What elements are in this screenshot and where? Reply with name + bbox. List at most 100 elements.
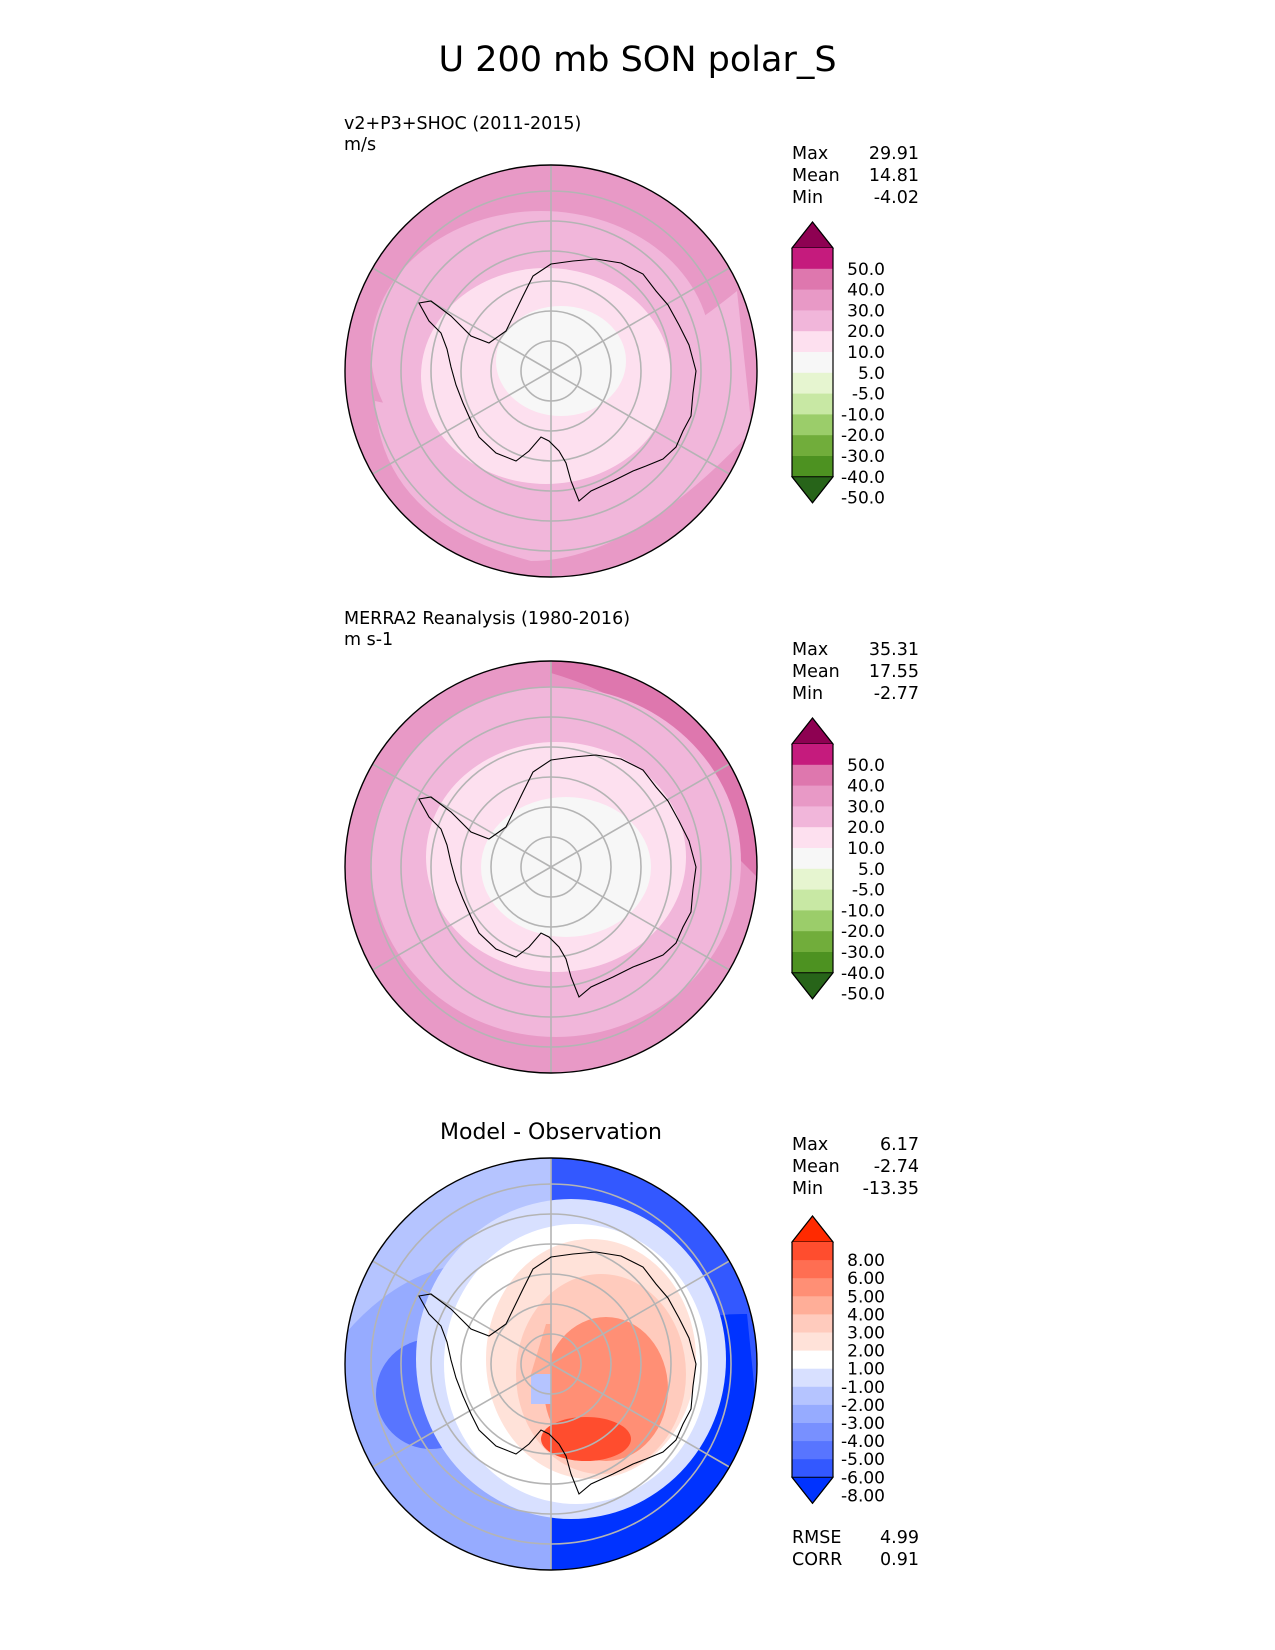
colorbar-tick-label: 20.0	[847, 322, 885, 342]
panel1-units: m/s	[344, 135, 377, 155]
colorbar-band	[792, 1404, 833, 1424]
colorbar-band	[792, 764, 833, 787]
colorbar-tick-label: -10.0	[841, 901, 885, 921]
antarctica-coastline	[418, 258, 697, 502]
panel1-max-label: Max	[792, 144, 829, 164]
colorbar-band	[792, 1332, 833, 1352]
panel2-min-label: Min	[792, 684, 824, 704]
colorbar-tick-label: 50.0	[847, 260, 885, 280]
colorbar-extend-max	[790, 717, 835, 745]
colorbar-tick-label: -50.0	[841, 985, 885, 1005]
panel3-max-value: 6.17	[880, 1135, 919, 1155]
panel1-mean-label: Mean	[792, 166, 840, 186]
colorbar-tick-label: -30.0	[841, 447, 885, 467]
colorbar-band	[792, 1459, 833, 1478]
colorbar-band	[792, 889, 833, 911]
colorbar-tick-label: 5.00	[847, 1287, 885, 1307]
diff-northwest	[345, 1158, 551, 1334]
colorbar-tick-label: -1.00	[841, 1378, 885, 1398]
colorbar-extend-min	[790, 476, 835, 504]
field-band-core	[481, 797, 651, 937]
colorbar-extend-min	[790, 972, 835, 1000]
panel2-min-value: -2.77	[873, 684, 919, 704]
colorbar-band	[792, 268, 833, 291]
rmse-label: RMSE	[792, 1528, 842, 1548]
colorbar-tick-label: -5.0	[852, 385, 885, 405]
polar-map-2	[345, 661, 757, 1073]
colorbar-band	[792, 848, 833, 870]
map-boundary	[344, 164, 758, 578]
colorbar-tick-label: 50.0	[847, 756, 885, 776]
diff-positive-max	[541, 1417, 631, 1461]
panel1-min-value: -4.02	[873, 188, 919, 208]
longitude-gridline	[372, 763, 552, 868]
colorbar-tick-label: 4.00	[847, 1305, 885, 1325]
panel3-min-value: -13.35	[862, 1179, 919, 1199]
colorbar-band	[792, 456, 833, 478]
colorbar-extend-max	[790, 221, 835, 249]
panel3-max-label: Max	[792, 1135, 829, 1155]
longitude-gridline	[550, 1260, 730, 1365]
colorbar-tick-label: 30.0	[847, 301, 885, 321]
colorbar-tick-label: 30.0	[847, 797, 885, 817]
colorbar-tick-label: 10.0	[847, 839, 885, 859]
longitude-gridline	[372, 267, 552, 372]
colorbar-band	[792, 1368, 833, 1388]
colorbar-band	[792, 827, 833, 849]
colorbar-band	[792, 1242, 833, 1261]
diff-pole-cell-neg	[531, 1374, 551, 1404]
colorbar-tick-label: -50.0	[841, 489, 885, 509]
colorbar-band	[792, 868, 833, 891]
panel2-units: m s-1	[344, 630, 394, 650]
panel1-title: v2+P3+SHOC (2011-2015)	[344, 114, 582, 134]
colorbar-band	[792, 952, 833, 974]
colorbar-tick-label: 20.0	[847, 818, 885, 838]
colorbar-tick-label: 40.0	[847, 281, 885, 301]
corr-value: 0.91	[880, 1550, 919, 1570]
colorbar-tick-label: -2.00	[841, 1396, 885, 1416]
colorbar-band	[792, 372, 833, 395]
rmse-value: 4.99	[880, 1528, 919, 1548]
colorbar-band	[792, 1296, 833, 1315]
colorbar-tick-label: -4.00	[841, 1432, 885, 1452]
panel1-min-label: Min	[792, 188, 824, 208]
colorbar-tick-label: -40.0	[841, 468, 885, 488]
corr-label: CORR	[792, 1550, 843, 1570]
longitude-gridline	[372, 1260, 552, 1365]
colorbar-tick-label: -20.0	[841, 426, 885, 446]
longitude-gridline	[372, 1363, 552, 1468]
panel2-mean-value: 17.55	[868, 662, 919, 682]
colorbar-band	[792, 435, 833, 457]
longitude-gridline	[550, 370, 730, 475]
colorbar-tick-label: 40.0	[847, 777, 885, 797]
map-boundary	[344, 1157, 758, 1571]
map-boundary	[344, 660, 758, 1074]
colorbar-tick-label: 2.00	[847, 1342, 885, 1362]
colorbar-tick-label: -40.0	[841, 964, 885, 984]
colorbar-outline	[791, 221, 834, 504]
colorbar-tick-label: -20.0	[841, 922, 885, 942]
colorbar-tick-label: -6.00	[841, 1468, 885, 1488]
panel2-title: MERRA2 Reanalysis (1980-2016)	[344, 609, 631, 629]
colorbar-band	[792, 352, 833, 374]
antarctica-coastline	[418, 754, 697, 998]
colorbar-band	[792, 1278, 833, 1297]
colorbar-tick-label: 5.0	[858, 860, 885, 880]
panel2-max-value: 35.31	[868, 640, 919, 660]
colorbar-band	[792, 806, 833, 828]
panel3-mean-label: Mean	[792, 1157, 840, 1177]
colorbar-outline	[791, 717, 834, 1000]
colorbar-band	[792, 1386, 833, 1406]
colorbar-3: 8.006.005.004.003.002.001.00-1.00-2.00-3…	[790, 1215, 885, 1506]
colorbar-tick-label: 6.00	[847, 1269, 885, 1289]
colorbar-band	[792, 414, 833, 436]
colorbar-band	[792, 1314, 833, 1333]
colorbar-band	[792, 785, 833, 807]
polar-map-3	[345, 1158, 757, 1570]
longitude-gridline	[550, 763, 730, 868]
colorbar-band	[792, 1260, 833, 1279]
antarctica-coastline	[418, 1251, 697, 1495]
panel2-mean-label: Mean	[792, 662, 840, 682]
colorbar-tick-label: -10.0	[841, 405, 885, 425]
